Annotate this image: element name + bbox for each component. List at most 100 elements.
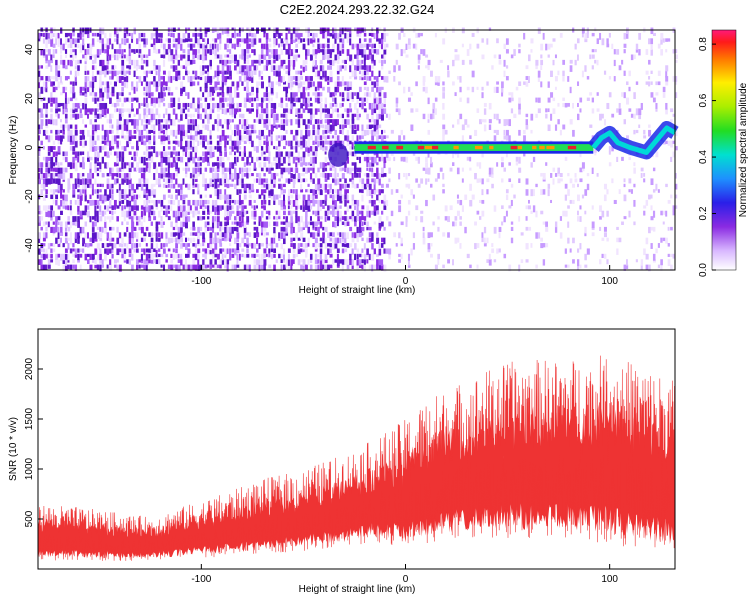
spectrogram-cell: [422, 113, 426, 120]
spectrogram-cell: [258, 81, 261, 86]
spectrogram-cell: [187, 43, 191, 48]
spectrogram-cell: [476, 210, 480, 215]
spectrogram-cell: [40, 248, 43, 252]
spectrogram-cell: [319, 119, 323, 124]
spectrogram-cell: [258, 216, 262, 222]
spectrogram-cell: [314, 189, 317, 195]
spectrogram-cell: [354, 27, 357, 32]
spectrogram-cell: [251, 86, 254, 92]
spectrogram-cell: [116, 97, 120, 103]
spectrogram-cell: [72, 259, 75, 264]
spectrogram-cell: [258, 76, 262, 80]
spectrogram-cell: [69, 38, 73, 45]
spectrogram-cell: [57, 70, 61, 77]
spectrogram-cell: [116, 226, 119, 233]
spectrogram-cell: [77, 194, 80, 200]
spectrogram-cell: [57, 259, 61, 266]
spectrogram-cell: [577, 81, 580, 86]
spectrogram-cell: [327, 248, 330, 255]
spectrogram-cell: [307, 221, 311, 225]
spectrogram-cell: [209, 65, 212, 70]
spectrogram-cell: [292, 59, 296, 67]
spectrogram-cell: [324, 32, 328, 39]
spectrogram-cell: [211, 253, 215, 259]
spectrogram-cell: [363, 108, 367, 113]
spectrogram-cell: [170, 162, 174, 168]
spectrogram-cell: [503, 59, 506, 67]
spectrogram-cell: [69, 70, 72, 75]
spectrogram-cell: [150, 221, 154, 226]
spectrogram-cell: [398, 32, 401, 40]
spectrogram-cell: [69, 129, 73, 136]
spectrogram-cell: [474, 173, 477, 180]
spectrogram-cell: [101, 49, 104, 53]
spectrogram-cell: [167, 156, 171, 163]
spectrogram-cell: [106, 216, 110, 220]
spectrogram-cell: [260, 253, 264, 261]
spectrogram-cell: [273, 237, 276, 244]
spectrogram-cell: [670, 194, 673, 199]
spectrogram-cell: [356, 173, 359, 178]
spectrogram-cell: [52, 32, 55, 38]
spectrogram-cell: [170, 102, 174, 108]
spectrogram-cell: [381, 108, 384, 115]
spectrogram-cell: [302, 248, 305, 253]
spectrogram-cell: [219, 189, 222, 195]
spectrogram-cell: [109, 194, 112, 199]
spectrogram-cell: [155, 232, 158, 238]
spectrogram-cell: [283, 194, 286, 201]
spectrogram-cell: [273, 248, 277, 254]
spectrogram-cell: [606, 210, 609, 217]
spectrogram-cell: [175, 237, 178, 243]
spectrogram-cell: [344, 119, 347, 125]
spectrogram-cell: [143, 108, 147, 116]
spectrogram-cell: [314, 70, 318, 77]
spectrogram-cell: [177, 119, 181, 123]
spectrogram-cell: [243, 124, 247, 131]
spectrogram-cell: [324, 226, 328, 233]
spectrogram-cell: [317, 38, 320, 43]
spectrogram-cell: [371, 210, 375, 215]
spectrogram-cell: [263, 221, 267, 228]
spectrogram-cell: [234, 226, 238, 232]
spectrogram-cell: [344, 216, 348, 221]
spectrogram-cell: [297, 81, 301, 89]
spectrogram-cell: [358, 113, 361, 118]
spectrogram-cell: [167, 54, 170, 62]
spectrogram-cell: [158, 124, 161, 131]
spectrogram-cell: [611, 43, 614, 50]
spectrogram-cell: [263, 151, 266, 155]
spectrogram-cell: [224, 140, 227, 148]
spectrogram-cell: [180, 226, 183, 234]
spectrogram-cell: [501, 86, 504, 93]
spectrogram-cell: [322, 43, 326, 49]
spectrogram-cell: [204, 135, 208, 142]
spectrogram-cell: [64, 221, 68, 228]
spectrogram-cell: [177, 32, 181, 40]
spectrogram-cell: [591, 65, 594, 70]
spectrogram-cell: [434, 32, 437, 38]
spectrogram-cell: [165, 49, 169, 55]
spectrogram-cell: [280, 167, 284, 175]
spectrogram-cell: [133, 226, 137, 231]
spectrogram-cell: [584, 189, 588, 196]
spectrogram-cell: [67, 216, 70, 221]
spectrogram-cell: [307, 81, 311, 89]
spectrogram-cell: [79, 49, 83, 53]
spectrogram-cell: [158, 183, 162, 188]
spectrogram-cell: [346, 156, 350, 164]
spectrogram-cell: [113, 81, 117, 87]
spectrogram-cell: [140, 221, 143, 227]
spectrogram-cell: [461, 178, 464, 183]
spectrogram-cell: [564, 156, 568, 161]
spectrogram-cell: [234, 59, 237, 64]
spectrogram-cell: [94, 140, 97, 146]
spectrogram-cell: [96, 243, 100, 250]
spectrogram-cell: [104, 162, 108, 169]
spectrogram-cell: [300, 70, 303, 76]
spectrogram-cell: [162, 76, 165, 83]
spectrogram-cell: [317, 129, 320, 135]
spectrogram-cell: [64, 38, 67, 46]
spectrogram-cell: [236, 221, 239, 226]
spectrogram-cell: [72, 135, 76, 142]
